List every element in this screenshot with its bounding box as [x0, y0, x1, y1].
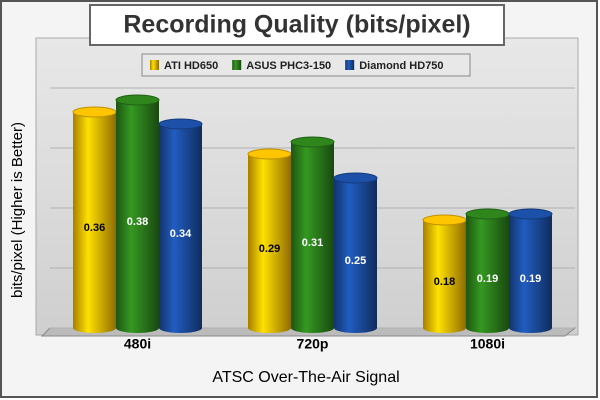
- bar-cap: [508, 208, 553, 220]
- legend-label: Diamond HD750: [359, 60, 443, 72]
- data-label: 0.34: [170, 228, 192, 240]
- legend: [141, 53, 471, 77]
- bar: [73, 112, 116, 333]
- bar-cap: [72, 106, 117, 118]
- legend-swatch: [232, 60, 242, 70]
- bar: [423, 220, 466, 333]
- bar-cap: [247, 148, 292, 160]
- chart-title: Recording Quality (bits/pixel): [123, 11, 470, 39]
- data-label: 0.18: [434, 276, 455, 288]
- bar: [159, 124, 202, 333]
- x-tick-label: 480i: [124, 336, 151, 352]
- bar-cap: [465, 208, 510, 220]
- data-label: 0.29: [259, 243, 280, 255]
- data-label: 0.31: [302, 237, 323, 249]
- legend-swatch: [150, 60, 159, 70]
- bar-cap: [422, 214, 467, 226]
- bar: [334, 178, 377, 333]
- x-tick-label: 720p: [297, 336, 329, 352]
- bar-cap: [115, 94, 160, 106]
- legend-label: ATI HD650: [164, 60, 218, 72]
- bar-cap: [158, 118, 203, 130]
- bar: [248, 154, 291, 333]
- title-box: [89, 4, 505, 46]
- bar-cap: [333, 172, 378, 184]
- bar: [116, 100, 159, 333]
- data-label: 0.19: [520, 273, 541, 285]
- bar: [509, 214, 552, 333]
- data-label: 0.19: [477, 273, 498, 285]
- x-axis-label: ATSC Over-The-Air Signal: [212, 369, 399, 386]
- data-label: 0.25: [345, 255, 366, 267]
- legend-swatch: [345, 60, 355, 70]
- data-label: 0.38: [127, 216, 148, 228]
- x-tick-label: 1080i: [470, 336, 505, 352]
- y-axis-label: bits/pixel (Higher is Better): [9, 122, 26, 298]
- data-label: 0.36: [84, 222, 105, 234]
- bar: [466, 214, 509, 333]
- bar: [291, 142, 334, 333]
- bar-cap: [290, 136, 335, 148]
- legend-label: ASUS PHC3-150: [246, 60, 331, 72]
